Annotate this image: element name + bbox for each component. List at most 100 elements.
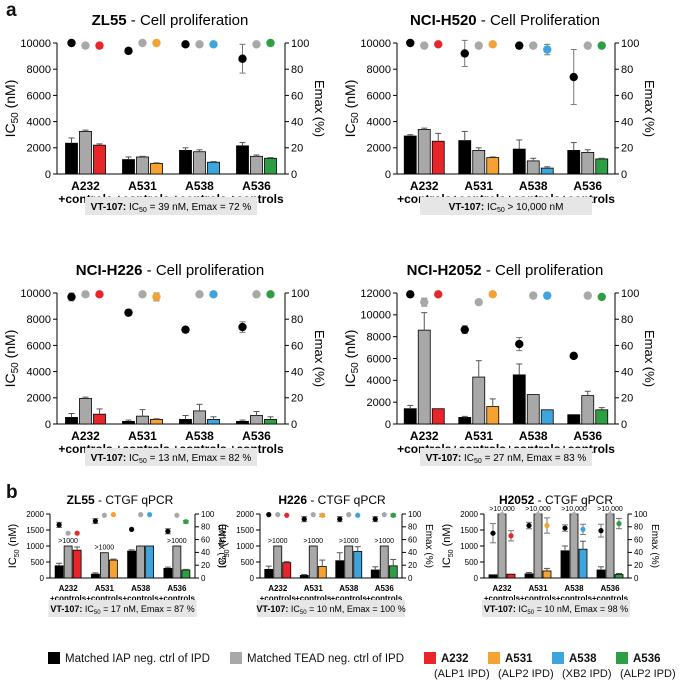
bar-a538-matched_iap [179,150,192,175]
dot-a531-compound [544,522,550,529]
bar-a531-matched_iap [299,575,309,579]
dot-a531-matched_iap [460,325,469,334]
dot-a531-matched_tead [535,512,541,518]
y2-tick-label: 80 [634,523,643,532]
y-tick-label: 500 [465,558,479,567]
dot-a232-matched_iap [266,512,272,518]
dot-a536-matched_tead [583,291,592,300]
y2-axis-label: Emax (%) [649,524,660,568]
y2-tick-label: 80 [291,314,303,326]
dot-a531-matched_iap [124,308,133,317]
y-axis-label-main: IC [342,123,358,137]
y2-tick-label: 40 [408,548,417,557]
dot-a531-compound [319,512,325,518]
bar-a531-matched_tead [136,415,149,425]
chart-3: NCI-H226 - Cell proliferation 0 2000 4000 60… [2,262,327,466]
y-axis-label-sub: 50 [448,549,455,557]
bar-a232-matched_iap [65,142,78,175]
y-tick-label: 1500 [460,526,478,535]
dot-a531-compound [488,40,497,49]
category-label: A232 [492,584,512,593]
bar-a232-matched_iap [65,417,78,425]
bar-above-label: >1000 [95,545,115,552]
bar-a536-compound [181,569,191,579]
category-sub-label: +controls [592,594,629,603]
y-tick-label: 10000 [360,38,391,50]
y-axis-label-sub: 50 [10,362,21,374]
bar-a232-matched_tead [273,545,283,579]
bar-above-label: >1000 [167,538,187,545]
y-tick-label: 4000 [27,366,51,378]
note-text: VT-107: IC50 = 27 nM, Emax = 83 % [426,453,587,465]
note-prefix: VT-107: [91,202,129,213]
dot-a536-matched_iap [372,516,378,522]
dot-a538-matched_iap [562,525,568,531]
y-axis-label-sub: 50 [224,549,231,557]
bar-a531-matched_iap [524,573,534,579]
dot-a536-compound [597,292,606,302]
y-axis-label-main: IC [2,123,18,137]
chart-title-bold: NCI-H226 [76,262,143,279]
bar-a536-compound [388,565,398,579]
dot-a232-compound [95,290,104,299]
y2-tick-label: 100 [291,38,309,50]
bar-a538-matched_tead [569,513,579,579]
note-ic: IC [518,604,528,614]
y-tick-label: 6000 [27,340,51,352]
dot-a232-compound [434,40,443,49]
y-axis-label-unit: (nM) [7,524,19,550]
y-tick-label: 1000 [236,542,254,551]
dot-a531-matched_tead [138,290,147,299]
note-box [420,197,592,215]
chart-title-bold: NCI-H2052 [407,262,482,279]
y2-tick-label: 0 [634,574,639,583]
dot-a531-matched_iap [301,516,307,522]
note-sub: 50 [527,610,534,616]
y-tick-label: 0 [40,574,45,583]
y-axis-label-sub: 50 [10,112,21,124]
bar-a531-compound [150,163,163,175]
bar-above-label: >10,000 [561,506,587,513]
bar-a536-matched_iap [596,569,606,579]
y2-tick-label: 20 [201,561,210,570]
legend-label-a536: A536 [633,653,661,665]
y-tick-label: 4000 [367,375,391,387]
bar-a232-compound [93,144,106,175]
bar-a538-compound [353,551,363,579]
note-sub: 50 [94,610,101,616]
y-axis-label-main: IC [7,557,19,568]
dot-a536-matched_iap [598,528,604,534]
bar-above-label: >1000 [374,538,394,545]
category-label: A232 [410,429,439,443]
dot-a232-matched_iap [406,38,415,48]
legend: Matched IAP neg. ctrl of IPD Matched TEA… [0,646,685,694]
bar-a232-matched_iap [488,574,498,579]
panel-label-b: b [6,482,18,503]
dot-a538-matched_tead [195,290,204,299]
category-label: A531 [128,179,157,193]
bar-a536-matched_iap [567,414,581,425]
bar-a536-compound [595,409,609,425]
note-rest: = 13 nM, Emax = 82 % [147,453,252,464]
chart-title: NCI-H2052 - Cell proliferation [407,262,604,279]
dot-a538-compound [355,512,361,518]
y-axis-label-unit: (nM) [342,330,358,363]
dot-a536-matched_tead [252,290,261,299]
y2-tick-label: 0 [291,169,297,181]
y2-tick-label: 0 [621,169,627,181]
bar-a531-matched_iap [122,420,135,425]
chart-title: H2052 - CTGF qPCR [499,493,613,507]
dot-a538-compound [209,40,218,49]
dot-a232-matched_tead [81,41,90,50]
category-label: A531 [128,429,157,443]
bar-a232-matched_tead [417,129,431,175]
y-axis-label-unit: (nM) [342,80,358,113]
bar-a538-matched_tead [526,394,540,425]
y2-tick-label: 80 [201,523,210,532]
bar-above-label: >10,000 [489,506,515,513]
category-label: A538 [339,584,359,593]
y-tick-label: 0 [250,574,255,583]
legend-item-a232: A232 [424,652,469,665]
y-tick-label: 6000 [27,90,51,102]
